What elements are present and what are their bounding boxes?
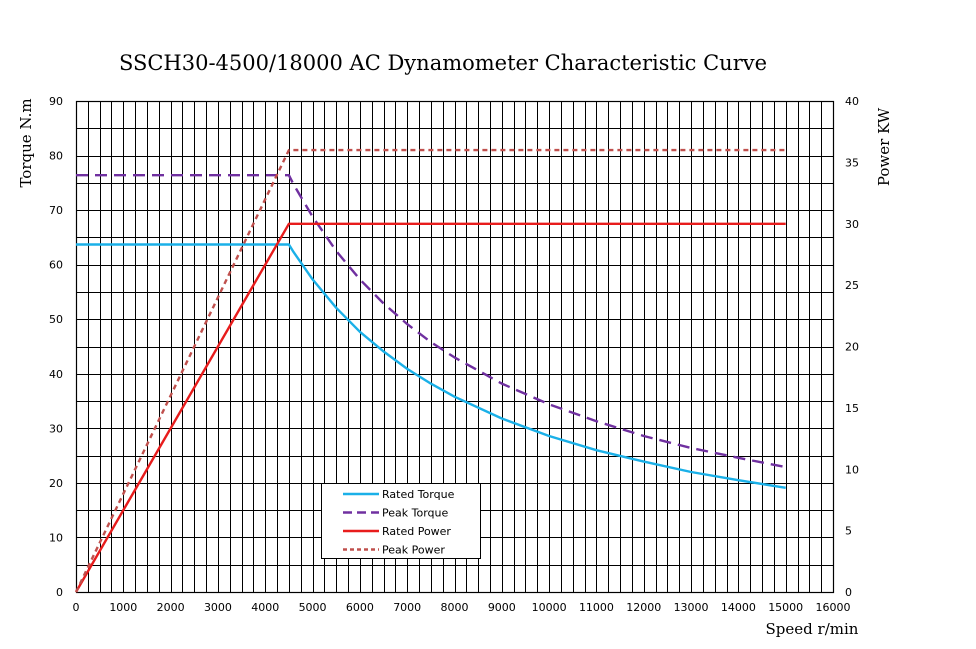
series-lines bbox=[74, 148, 786, 593]
x-tick-label: 13000 bbox=[674, 601, 709, 614]
y-tick-label: 30 bbox=[49, 422, 63, 435]
x-tick-label: 3000 bbox=[204, 601, 232, 614]
x-axis-label: Speed r/min bbox=[766, 620, 859, 638]
y-tick-label: 40 bbox=[49, 368, 63, 381]
y-tick-label: 50 bbox=[49, 313, 63, 326]
y2-tick-label: 40 bbox=[845, 95, 859, 108]
y-axis-label: Torque N.m bbox=[17, 98, 35, 187]
y-tick-label: 70 bbox=[49, 204, 63, 217]
plot-frame bbox=[75, 100, 835, 594]
plot-border bbox=[75, 100, 835, 594]
legend-label-rated-power: Rated Power bbox=[382, 525, 451, 538]
legend-label-peak-torque: Peak Torque bbox=[382, 507, 448, 520]
x-tick-label: 2000 bbox=[157, 601, 185, 614]
legend-label-rated-torque: Rated Torque bbox=[382, 488, 455, 501]
series-rated-power bbox=[74, 222, 786, 593]
x-tick-label: 0 bbox=[73, 601, 80, 614]
y2-tick-labels: 0 5 10 15 20 25 30 35 40 bbox=[845, 95, 859, 599]
x-tick-label: 6000 bbox=[346, 601, 374, 614]
series-peak-power bbox=[74, 148, 786, 593]
x-tick-label: 14000 bbox=[721, 601, 756, 614]
chart-title: SSCH30-4500/18000 AC Dynamometer Charact… bbox=[119, 51, 767, 75]
x-tick-label: 7000 bbox=[393, 601, 421, 614]
x-tick-label: 15000 bbox=[768, 601, 803, 614]
y-tick-label: 80 bbox=[49, 150, 63, 163]
x-tick-labels: 0 1000 2000 3000 4000 5000 6000 7000 8000 9000 100… bbox=[73, 601, 851, 614]
y2-tick-label: 5 bbox=[845, 525, 852, 538]
y-tick-label: 0 bbox=[56, 586, 63, 599]
y2-tick-label: 0 bbox=[845, 586, 852, 599]
x-tick-label: 4000 bbox=[251, 601, 279, 614]
y-tick-label: 60 bbox=[49, 259, 63, 272]
series-peak-torque bbox=[76, 173, 786, 469]
y-tick-label: 90 bbox=[49, 95, 63, 108]
series-rated-torque bbox=[76, 243, 786, 489]
x-tick-label: 5000 bbox=[299, 601, 327, 614]
y-tick-label: 20 bbox=[49, 477, 63, 490]
y2-tick-label: 25 bbox=[845, 279, 859, 292]
legend-label-peak-power: Peak Power bbox=[382, 544, 445, 557]
x-tick-label: 16000 bbox=[816, 601, 851, 614]
legend-box bbox=[321, 483, 481, 559]
legend: Rated Torque Peak Torque Rated Power Peak P… bbox=[321, 483, 481, 559]
x-tick-label: 11000 bbox=[579, 601, 614, 614]
x-tick-label: 10000 bbox=[532, 601, 567, 614]
y2-tick-label: 35 bbox=[845, 156, 859, 169]
y2-axis-label: Power KW bbox=[875, 107, 893, 186]
y2-tick-label: 20 bbox=[845, 341, 859, 354]
x-tick-label: 9000 bbox=[488, 601, 516, 614]
x-tick-label: 1000 bbox=[109, 601, 137, 614]
x-tick-label: 8000 bbox=[441, 601, 469, 614]
y2-tick-label: 30 bbox=[845, 218, 859, 231]
y2-tick-label: 10 bbox=[845, 463, 859, 476]
x-tick-label: 12000 bbox=[626, 601, 661, 614]
y-tick-label: 10 bbox=[49, 531, 63, 544]
y-tick-labels: 0 10 20 30 40 50 60 70 80 90 bbox=[49, 95, 63, 599]
y2-tick-label: 15 bbox=[845, 402, 859, 415]
